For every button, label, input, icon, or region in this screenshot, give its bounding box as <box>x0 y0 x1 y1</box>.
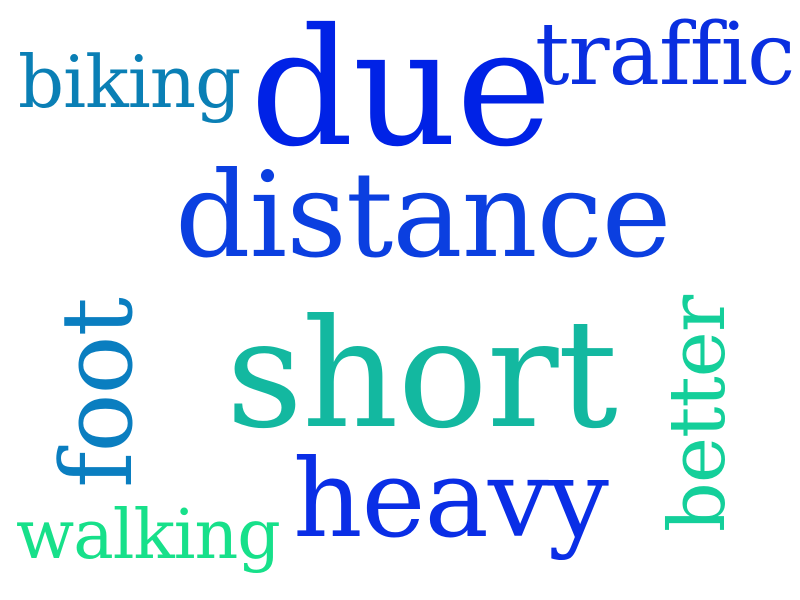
word-walking: walking <box>16 496 281 575</box>
word-distance: distance <box>175 146 672 284</box>
word-foot: foot <box>41 298 155 488</box>
word-biking: biking <box>18 40 241 124</box>
word-traffic: traffic <box>535 5 795 105</box>
word-due: due <box>250 0 552 183</box>
word-better: better <box>653 295 743 533</box>
word-heavy: heavy <box>293 437 609 562</box>
word-short: short <box>226 288 618 462</box>
